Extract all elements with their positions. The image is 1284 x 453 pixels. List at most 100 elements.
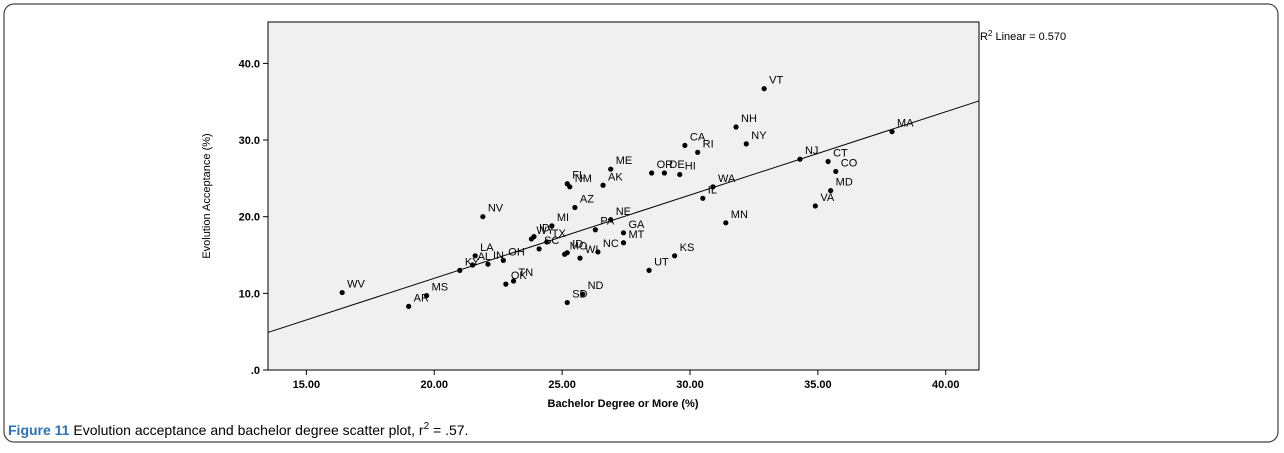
point [620,230,627,236]
point [677,171,683,178]
point-label: OH [508,246,525,258]
point-label: MN [731,209,748,221]
point-label: NV [488,203,504,215]
point [608,217,614,223]
point-label: NC [603,238,619,250]
point [531,234,537,240]
caption-end: = .57. [429,422,468,438]
point-label: RI [703,138,714,150]
point [567,184,573,190]
point-label: NJ [805,145,818,157]
point-label: UT [654,256,669,268]
point [710,184,716,190]
r2-sup: 2 [988,29,993,38]
point [672,253,678,259]
point-label: WY [536,225,554,237]
point [423,293,430,299]
r2-rest: Linear = 0.570 [992,31,1066,43]
point-label: KY [465,256,480,268]
point-label: AZ [580,193,594,205]
point-label: TN [519,267,534,279]
x-tick-label: 15.00 [293,379,321,391]
x-tick-label: 25.00 [548,379,576,391]
point-label: NH [741,113,757,125]
caption-text: Evolution acceptance and bachelor degree… [69,422,423,438]
point [743,141,749,147]
point-label: ME [616,155,633,167]
point [661,170,668,176]
point [470,262,476,268]
point-label: ND [588,280,604,292]
caption-label: Figure 11 [8,422,70,438]
point-label: KS [680,242,695,254]
point-label: NM [575,173,592,185]
point [503,281,509,287]
point-label: MA [897,118,914,130]
point-label: NY [751,130,767,142]
point-label: MS [432,282,449,294]
point [723,220,729,226]
point [646,267,652,273]
point [572,204,578,211]
point [339,289,345,296]
point-label: TX [552,228,567,240]
point-label: HI [685,161,696,173]
y-tick-label: 20.0 [239,212,260,224]
point [761,86,767,92]
point [620,240,627,246]
point [406,303,412,309]
point [536,246,542,252]
point-label: MD [836,177,853,189]
y-tick-label: .0 [251,365,260,377]
point [485,261,491,267]
point-label: MO [570,240,588,252]
point-label: IL [708,184,717,196]
point [472,253,478,259]
plot-area [267,21,980,371]
point-label: AL [478,251,491,263]
point [682,142,688,149]
point-label: LA [480,242,494,254]
point-label: ID [539,223,550,235]
point [733,124,739,130]
y-tick-label: 10.0 [239,288,260,300]
point [797,156,803,162]
point-label: MT [629,229,645,241]
point-label: CO [841,157,858,169]
point-label: NE [616,206,631,218]
point-label: WA [718,173,736,185]
point [608,166,614,172]
x-tick-label: 30.00 [676,379,704,391]
point [457,267,463,273]
point [595,249,601,255]
point-label: AK [608,171,623,183]
point [510,278,517,284]
r2-label: R2 Linear = 0.570 [980,29,1066,43]
point [549,223,555,229]
point-label: WI [585,244,598,256]
x-axis-title: Bachelor Degree or More (%) [548,398,699,410]
point [562,251,568,257]
x-tick-label: 35.00 [804,379,832,391]
y-tick-label: 30.0 [239,135,260,147]
point [577,255,583,261]
point-label: VT [769,75,783,87]
point-label: CT [833,148,848,160]
point [700,195,706,201]
point [649,170,655,176]
point [480,214,486,220]
point [600,182,606,188]
y-axis-title: Evolution Acceptance (%) [201,133,213,258]
r2-base: R [980,31,988,43]
point [825,158,831,165]
point-label: PA [600,216,615,228]
point [889,129,895,135]
point [812,203,818,209]
point [592,227,598,233]
point [579,291,586,297]
point-label: GA [629,219,646,231]
point-label: IN [493,250,504,262]
point-label: WV [347,279,365,291]
point-label: VA [820,192,835,204]
